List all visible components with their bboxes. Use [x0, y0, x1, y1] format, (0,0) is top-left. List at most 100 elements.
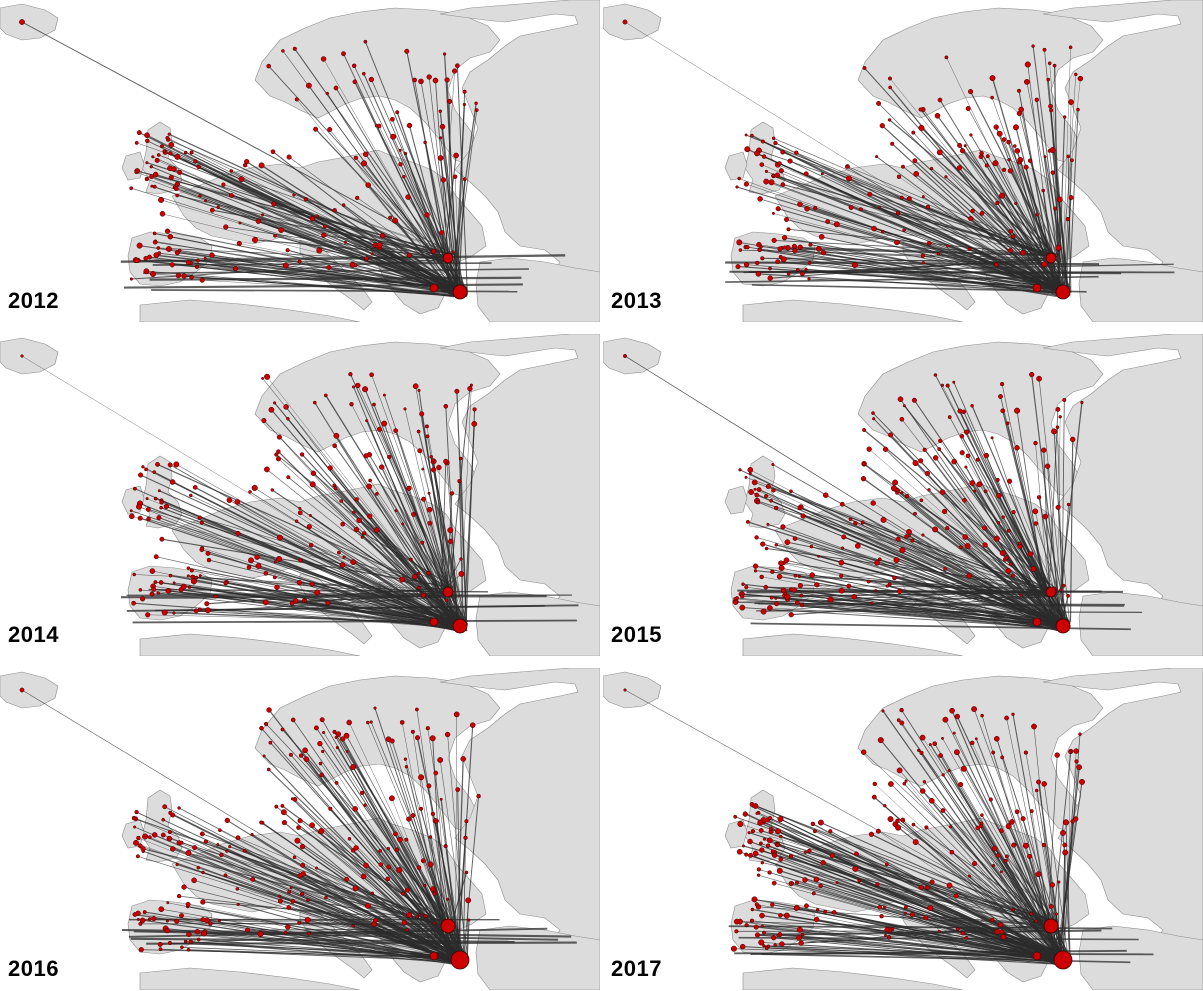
flow-line	[1061, 74, 1077, 291]
russia-landmass	[439, 668, 600, 990]
origin-node	[186, 931, 192, 938]
origin-node	[941, 508, 948, 515]
origin-node	[840, 546, 845, 550]
flow-line	[343, 53, 456, 294]
origin-node	[927, 905, 934, 912]
origin-node	[904, 534, 909, 539]
origin-node	[458, 456, 463, 461]
origin-node	[437, 757, 444, 763]
origin-node	[449, 491, 454, 496]
origin-node	[1068, 99, 1074, 105]
origin-node	[376, 426, 383, 432]
flow-corridor	[756, 610, 1143, 614]
origin-node	[375, 492, 379, 496]
flow-line	[740, 249, 1052, 259]
origin-node	[1062, 397, 1067, 403]
origin-node	[366, 720, 370, 725]
origin-node	[139, 917, 146, 924]
origin-node	[149, 591, 155, 597]
origin-node	[276, 434, 282, 440]
origin-node	[138, 472, 144, 478]
origin-node	[775, 259, 781, 265]
origin-node	[756, 873, 761, 877]
origin-node	[875, 882, 880, 887]
origin-node	[747, 831, 751, 835]
flow-corridor	[146, 941, 577, 945]
origin-node	[382, 393, 386, 397]
flow-line	[155, 173, 450, 264]
origin-node	[157, 941, 163, 947]
origin-node	[266, 767, 271, 772]
origin-node	[1041, 261, 1048, 268]
origin-node	[299, 891, 305, 897]
flow-line	[809, 850, 1068, 961]
origin-node	[430, 467, 437, 473]
origin-node	[983, 452, 990, 459]
origin-node	[322, 730, 326, 735]
origin-node	[327, 465, 333, 471]
origin-node	[942, 716, 949, 723]
origin-node	[981, 525, 988, 531]
origin-node	[405, 928, 409, 932]
flow-line	[157, 463, 444, 594]
flow-line	[158, 247, 450, 263]
origin-node	[191, 877, 197, 884]
origin-node	[919, 750, 924, 755]
origin-node	[401, 522, 405, 526]
origin-node	[886, 935, 892, 940]
flow-map-2014	[0, 334, 600, 656]
origin-node	[200, 930, 207, 937]
origin-node	[913, 511, 917, 516]
origin-node	[993, 735, 1000, 742]
origin-node	[1057, 880, 1061, 884]
origin-node	[312, 400, 317, 405]
origin-node	[939, 489, 946, 496]
origin-node	[146, 516, 151, 522]
flow-line	[1048, 409, 1059, 596]
origin-node	[254, 554, 260, 560]
origin-node	[757, 196, 763, 202]
origin-node	[818, 234, 825, 240]
origin-node	[903, 911, 907, 915]
origin-node	[766, 522, 770, 526]
origin-node	[800, 932, 805, 937]
origin-node	[777, 246, 783, 252]
origin-node	[994, 928, 1001, 935]
origin-node	[870, 500, 876, 506]
origin-node	[1059, 588, 1063, 592]
origin-node	[959, 433, 965, 439]
origin-node	[1046, 77, 1051, 82]
origin-node	[402, 174, 406, 179]
origin-node	[754, 932, 761, 938]
origin-node	[167, 462, 173, 468]
origin-node	[443, 458, 449, 465]
origin-node	[957, 408, 963, 414]
ireland-landmass	[121, 151, 145, 181]
origin-node	[995, 852, 1001, 858]
africa-landmass	[139, 967, 361, 990]
origin-node	[771, 935, 777, 941]
origin-node	[173, 186, 179, 192]
origin-node	[453, 152, 459, 159]
origin-node	[764, 494, 769, 499]
origin-node	[783, 912, 790, 919]
origin-node	[1014, 148, 1021, 154]
origin-node	[862, 66, 867, 70]
origin-node	[937, 97, 943, 103]
origin-node	[757, 819, 764, 826]
origin-node	[165, 587, 172, 594]
origin-node	[216, 205, 220, 209]
flow-line	[136, 142, 455, 254]
origin-node	[138, 947, 144, 953]
origin-node	[313, 725, 319, 731]
origin-node	[756, 867, 762, 872]
origin-node	[764, 169, 768, 173]
origin-node	[412, 77, 417, 83]
flow-line	[951, 851, 1067, 956]
flow-line	[1002, 552, 1068, 624]
origin-node	[921, 533, 925, 537]
origin-node	[960, 765, 967, 772]
origin-node	[158, 196, 165, 203]
origin-node	[412, 383, 419, 390]
flow-line	[448, 388, 471, 592]
